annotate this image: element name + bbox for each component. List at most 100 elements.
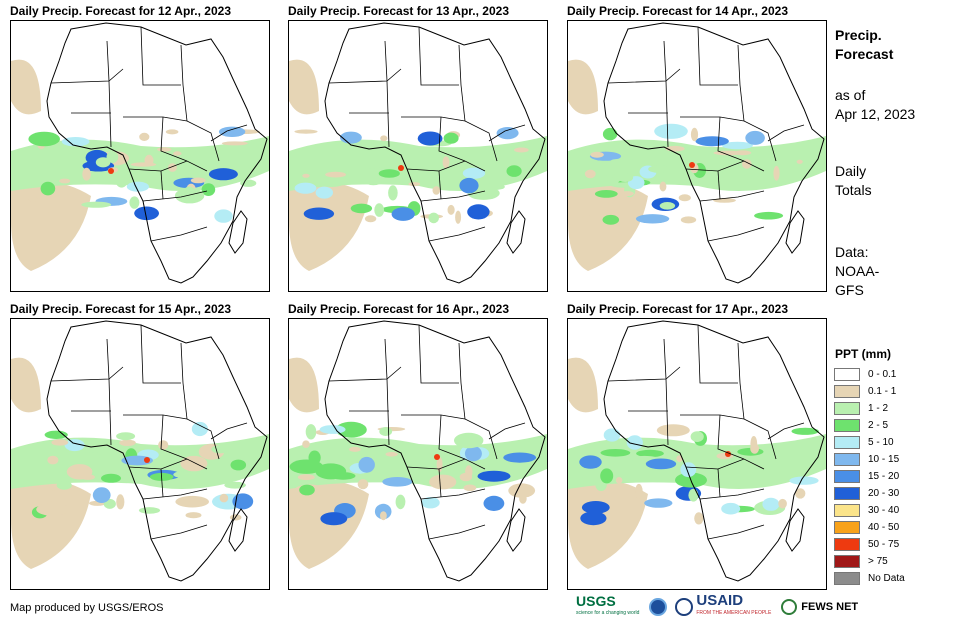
rain-cell: [609, 158, 637, 165]
rain-cell: [659, 202, 676, 210]
country-border: [106, 40, 112, 148]
country-border: [717, 116, 745, 162]
legend-label: > 75: [868, 556, 888, 567]
country-border: [717, 468, 721, 498]
rain-cell: [95, 157, 111, 168]
rain-cell: [138, 507, 161, 514]
rain-cell: [795, 488, 806, 499]
rain-cell: [721, 141, 753, 150]
madagascar-outline: [228, 508, 248, 552]
forecast-panel-15-apr: Daily Precip. Forecast for 15 Apr., 2023: [10, 302, 270, 590]
heavy-rain-cell: [398, 165, 404, 171]
rain-cell: [334, 204, 341, 213]
legend-swatch: [834, 419, 860, 432]
panel-title: Daily Precip. Forecast for 12 Apr., 2023: [10, 4, 231, 18]
rain-cell: [294, 129, 318, 134]
rain-cell: [211, 445, 229, 454]
country-border: [418, 324, 459, 384]
legend-label: 1 - 2: [868, 403, 889, 414]
rain-cell: [185, 512, 202, 519]
rain-cell: [464, 446, 482, 462]
rain-cell: [688, 488, 699, 502]
map-canvas: [568, 22, 826, 284]
forecast-panel-13-apr: Daily Precip. Forecast for 13 Apr., 2023: [288, 4, 548, 292]
rain-cell: [165, 129, 179, 135]
rain-cell: [442, 156, 450, 169]
country-border: [123, 116, 188, 122]
country-border: [142, 488, 208, 500]
rain-cell: [635, 483, 643, 499]
rain-cell: [690, 127, 699, 142]
rain-cell: [36, 503, 70, 516]
rain-cell: [382, 477, 413, 487]
country-border: [160, 414, 188, 460]
map-canvas: [289, 22, 547, 284]
rain-cell: [232, 493, 254, 510]
rain-cell: [796, 159, 803, 164]
map-canvas: [11, 320, 269, 582]
rain-cell: [680, 216, 697, 224]
rain-cell: [447, 204, 455, 215]
legend-item: 30 - 40: [834, 502, 905, 519]
rain-cell: [467, 204, 490, 220]
rain-cell: [158, 440, 169, 450]
rain-cell: [319, 425, 346, 434]
rain-cell: [380, 511, 387, 521]
rain-cell: [180, 455, 208, 472]
rain-cell: [80, 452, 111, 458]
rain-cell: [385, 452, 398, 457]
rain-cell: [477, 470, 511, 482]
legend-item: 40 - 50: [834, 519, 905, 536]
legend-item: No Data: [834, 570, 905, 587]
country-border: [707, 524, 765, 540]
rain-cell: [174, 188, 205, 204]
rain-cell: [379, 427, 393, 436]
rain-cell: [340, 131, 362, 144]
rain-cell: [391, 207, 415, 221]
country-border: [401, 414, 466, 420]
rain-cell: [240, 179, 257, 187]
partner-logos: USGS science for a changing world USAID …: [576, 593, 858, 619]
rain-cell: [754, 211, 784, 220]
country-border: [428, 226, 486, 242]
rain-cell: [581, 501, 610, 514]
rain-cell: [315, 186, 333, 199]
rain-cell: [175, 495, 209, 508]
country-border: [607, 366, 681, 382]
legend-swatch: [834, 572, 860, 585]
legend-swatch: [834, 470, 860, 483]
sidebar-totals: Daily Totals: [835, 162, 872, 200]
rain-cell: [605, 161, 616, 178]
country-border: [743, 120, 777, 162]
rain-cell: [47, 455, 59, 465]
country-border: [464, 120, 498, 162]
legend-swatch: [834, 555, 860, 568]
rain-cell: [582, 215, 593, 222]
country-border: [607, 68, 681, 84]
rain-cell: [773, 165, 780, 181]
asof-date: Apr 12, 2023: [835, 106, 916, 122]
rain-cell: [335, 421, 367, 438]
panel-title: Daily Precip. Forecast for 15 Apr., 2023: [10, 302, 231, 316]
country-border: [186, 120, 220, 162]
rain-cell: [778, 498, 787, 509]
country-border: [420, 190, 486, 202]
panel-title: Daily Precip. Forecast for 14 Apr., 2023: [567, 4, 788, 18]
rain-cell: [726, 465, 745, 475]
rain-cell: [648, 165, 670, 173]
rain-cell: [388, 185, 398, 201]
heavy-rain-cell: [434, 454, 440, 460]
rain-cell: [305, 424, 317, 440]
rain-cell: [479, 183, 505, 191]
precip-map: [10, 318, 270, 590]
forecast-panel-12-apr: Daily Precip. Forecast for 12 Apr., 2023: [10, 4, 270, 292]
rain-cell: [745, 130, 765, 145]
panel-title: Daily Precip. Forecast for 17 Apr., 2023: [567, 302, 788, 316]
precip-map: [10, 20, 270, 292]
africa-coastline: [603, 320, 825, 582]
rain-cell: [603, 428, 621, 442]
country-border: [458, 44, 466, 122]
legend-item: 1 - 2: [834, 400, 905, 417]
rain-cell: [421, 497, 440, 509]
legend-item: 15 - 20: [834, 468, 905, 485]
